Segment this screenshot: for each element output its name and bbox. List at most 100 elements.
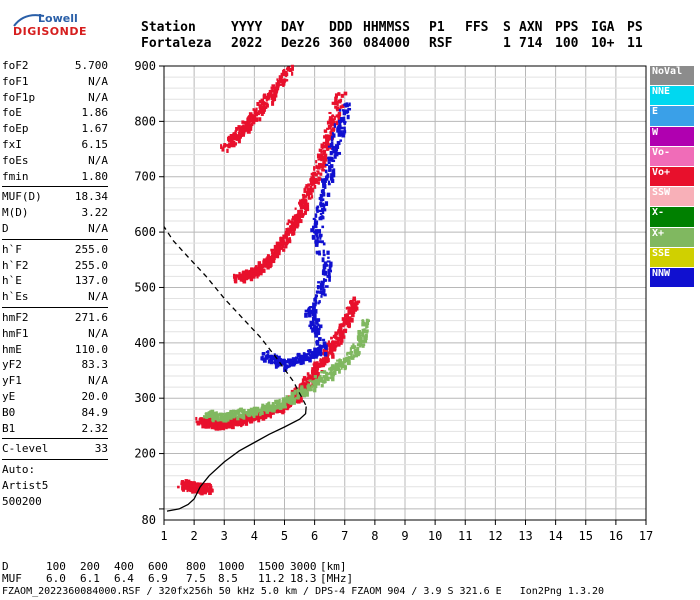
echo-pixel — [347, 359, 351, 363]
echo-pixel — [273, 90, 276, 94]
echo-pixel — [218, 412, 223, 416]
echo-pixel — [365, 321, 370, 325]
echo-pixel — [268, 89, 273, 94]
echo-pixel — [313, 223, 318, 229]
echo-pixel — [316, 352, 319, 357]
echo-pixel — [341, 109, 345, 112]
y-tick-label: 800 — [134, 114, 156, 128]
echo-pixel — [204, 488, 207, 493]
echo-pixel — [352, 354, 356, 358]
echo-pixel — [299, 361, 303, 366]
muf-row-label: MUF — [2, 572, 22, 585]
echo-pixel — [234, 413, 237, 417]
echo-pixel — [313, 166, 316, 171]
echo-pixel — [327, 145, 332, 148]
trace-point — [276, 401, 281, 405]
echo-pixel — [287, 358, 291, 363]
echo-pixel — [238, 132, 243, 137]
header-label-6: FFS — [465, 20, 489, 35]
param-name: foEp — [2, 122, 29, 136]
echo-pixel — [275, 82, 278, 87]
param-name: h`F — [2, 242, 22, 256]
echo-pixel — [320, 151, 323, 154]
echo-pixel — [305, 392, 309, 397]
echo-pixel — [301, 378, 305, 383]
distance-row-value: 100 — [46, 560, 66, 573]
echo-pixel — [310, 321, 315, 327]
echo-pixel — [296, 396, 300, 400]
echo-pixel — [247, 408, 251, 413]
echo-pixel — [307, 191, 310, 197]
echo-pixel — [328, 168, 332, 172]
echo-pixel — [337, 111, 342, 116]
param-row: foF1 N/A — [2, 74, 108, 90]
echo-pixel — [304, 210, 307, 215]
trace-point — [307, 308, 311, 312]
echo-pixel — [320, 344, 323, 349]
echo-pixel — [236, 420, 240, 426]
echo-pixel — [230, 418, 234, 422]
echo-pixel — [327, 124, 332, 130]
echo-pixel — [229, 137, 234, 141]
echo-pixel — [236, 135, 240, 139]
param-row: foEp 1.67 — [2, 121, 108, 137]
echo-pixel — [325, 355, 328, 359]
echo-pixel — [255, 406, 259, 412]
echo-pixel — [268, 404, 272, 409]
echo-pixel — [327, 340, 330, 345]
echo-pixel — [330, 173, 333, 178]
echo-pixel — [322, 375, 326, 379]
echo-pixel — [299, 201, 302, 205]
trace-point — [331, 147, 335, 151]
trace-point — [282, 362, 287, 366]
echo-pixel — [288, 363, 291, 368]
echo-pixel — [339, 139, 343, 142]
echo-pixel — [217, 424, 222, 430]
trace-point — [201, 485, 205, 489]
echo-pixel — [271, 84, 276, 87]
echo-pixel — [333, 343, 336, 348]
echo-pixel — [338, 369, 341, 374]
trace-point — [349, 351, 353, 355]
echo-pixel — [207, 488, 212, 492]
echo-pixel — [292, 226, 296, 231]
echo-pixel — [356, 351, 361, 355]
echo-pixel — [278, 398, 281, 403]
echo-pixel — [297, 219, 300, 225]
echo-pixel — [323, 129, 327, 133]
echo-pixel — [232, 140, 236, 145]
echo-pixel — [319, 177, 322, 181]
source-file-line: FZAOM_2022360084000.RSF / 320fx256h 50 k… — [2, 586, 605, 597]
x-tick-label: 5 — [281, 529, 288, 543]
trace-point — [180, 480, 184, 484]
echo-pixel — [251, 412, 256, 417]
echo-pixel — [259, 413, 262, 417]
echo-pixel — [314, 372, 317, 377]
echo-pixel — [274, 248, 277, 254]
trace-point — [204, 412, 208, 416]
muf-row-value: 11.2 — [258, 572, 285, 585]
echo-pixel — [316, 236, 319, 240]
echo-pixel — [319, 172, 323, 176]
echo-pixel — [234, 130, 238, 133]
echo-pixel — [252, 114, 257, 119]
param-name: foE — [2, 106, 22, 120]
echo-pixel — [243, 121, 248, 124]
echo-pixel — [249, 419, 254, 424]
trace-point — [325, 371, 329, 375]
echo-pixel — [316, 348, 320, 353]
x-tick-label: 1 — [160, 529, 167, 543]
echo-pixel — [312, 327, 315, 332]
echo-pixel — [261, 403, 265, 407]
echo-pixel — [300, 357, 304, 361]
echo-pixel — [331, 172, 336, 178]
header-label-3: DDD — [329, 20, 353, 35]
legend-nne: NNE — [650, 86, 694, 106]
echo-pixel — [312, 227, 315, 232]
y-tick-label: 500 — [134, 280, 156, 294]
echo-pixel — [337, 119, 342, 123]
trace-point — [264, 258, 269, 262]
trace-point — [331, 340, 335, 344]
echo-pixel — [334, 331, 339, 336]
